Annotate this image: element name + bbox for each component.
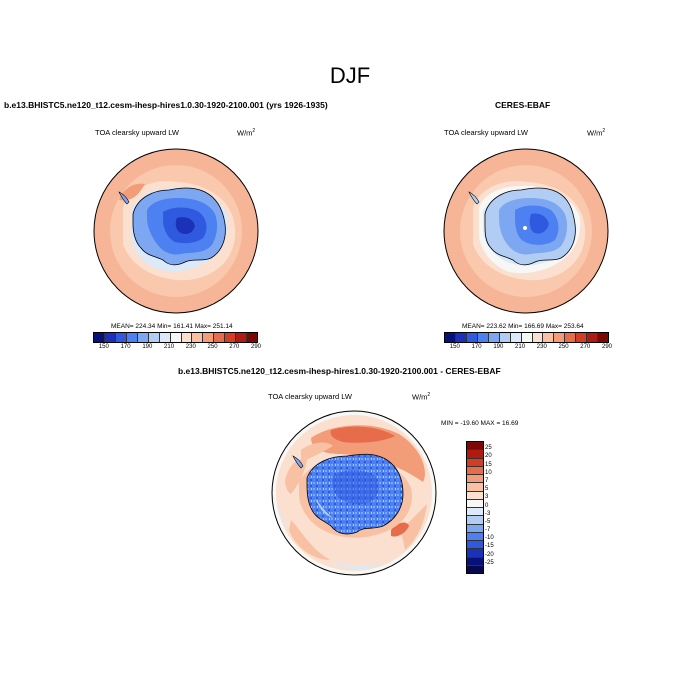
model-colorbar-swatch [235, 333, 247, 342]
model-colorbar-tick-label: 170 [120, 344, 131, 350]
diff-colorbar-tick-label: 7 [485, 477, 489, 484]
model-colorbar-swatch [202, 333, 214, 342]
diff-polar-map [271, 410, 437, 576]
model-panel-title: b.e13.BHISTC5.ne120_t12.cesm-ihesp-hires… [4, 100, 328, 110]
obs-colorbar-tick-label: 210 [515, 344, 526, 350]
diff-colorbar-tick-label: -7 [485, 527, 491, 534]
obs-colorbar-swatch [575, 333, 587, 342]
obs-colorbar-swatch [498, 333, 510, 342]
obs-stats-text: MEAN= 223.62 Min= 166.69 Max= 253.64 [462, 323, 584, 330]
obs-colorbar-swatch [564, 333, 576, 342]
model-colorbar-swatch [136, 333, 148, 342]
model-colorbar-swatch [213, 333, 225, 342]
obs-colorbar-swatch [597, 333, 609, 342]
obs-polar-map [443, 148, 609, 314]
model-colorbar-swatch [191, 333, 203, 342]
obs-colorbar-tick-label: 150 [449, 344, 460, 350]
obs-colorbar-swatch [520, 333, 532, 342]
diff-colorbar-swatch [467, 523, 483, 532]
obs-colorbar-swatch [509, 333, 521, 342]
obs-colorbar-swatch [476, 333, 488, 342]
obs-panel-title: CERES-EBAF [495, 100, 551, 110]
diff-colorbar-tick-label: 15 [485, 461, 492, 468]
diff-colorbar-tick-label: 25 [485, 445, 492, 452]
obs-colorbar-swatch [553, 333, 565, 342]
figure-title: DJF [329, 63, 371, 88]
model-colorbar-swatch [180, 333, 192, 342]
diff-colorbar-swatch [467, 540, 483, 549]
diff-colorbar-swatch [467, 442, 483, 450]
diff-units-label: W/m2 [412, 392, 431, 402]
diff-colorbar-swatch [467, 564, 483, 573]
diff-colorbar-tick-label: 10 [485, 469, 492, 476]
diff-colorbar-tick-label: 5 [485, 486, 489, 493]
diff-colorbar-swatch [467, 515, 483, 524]
model-polar-map [93, 148, 259, 314]
model-colorbar-tick-label: 190 [142, 344, 153, 350]
model-stats-text: MEAN= 224.34 Min= 161.41 Max= 251.14 [111, 323, 233, 330]
obs-colorbar-swatch [454, 333, 466, 342]
diff-colorbar-swatch [467, 531, 483, 540]
diff-colorbar-swatch [467, 498, 483, 507]
obs-colorbar-tick-label: 230 [536, 344, 547, 350]
model-colorbar-tick-label: 150 [98, 344, 109, 350]
diff-colorbar-tick-label: -3 [485, 510, 491, 517]
model-colorbar-swatch [169, 333, 181, 342]
diff-colorbar-tick-label: 3 [485, 494, 489, 501]
obs-colorbar-tick-label: 290 [601, 344, 612, 350]
model-colorbar-swatch [246, 333, 258, 342]
obs-units-label: W/m2 [587, 128, 606, 138]
diff-colorbar-tick-label: 20 [485, 453, 492, 460]
obs-colorbar-swatch [542, 333, 554, 342]
diff-colorbar-swatch [467, 556, 483, 565]
model-colorbar-swatch [114, 333, 126, 342]
diff-colorbar-swatch [467, 490, 483, 499]
diff-colorbar [466, 441, 484, 574]
diff-colorbar-swatch [467, 507, 483, 516]
obs-colorbar-tick-label: 250 [558, 344, 569, 350]
model-units-label: W/m2 [237, 128, 256, 138]
obs-colorbar: 150 170 190 210 230 250 270 290 [444, 332, 612, 353]
diff-colorbar-swatch [467, 482, 483, 491]
model-colorbar-swatch [147, 333, 159, 342]
model-colorbar-tick-label: 290 [250, 344, 261, 350]
obs-colorbar-swatch [445, 333, 455, 342]
diff-variable-label: TOA clearsky upward LW [268, 392, 352, 401]
diff-colorbar-tick-label: -15 [485, 543, 494, 550]
model-colorbar-swatch [103, 333, 115, 342]
diff-colorbar-labels: 25 20 15 10 7 5 3 0 -3 -5 -7 -10 -15 -20 -25 [485, 441, 515, 574]
diff-colorbar-tick-label: -5 [485, 518, 491, 525]
obs-colorbar-swatch [487, 333, 499, 342]
diff-colorbar-swatch [467, 474, 483, 483]
model-colorbar: 150 170 190 210 230 250 270 290 [93, 332, 261, 353]
model-colorbar-tick-label: 230 [185, 344, 196, 350]
model-variable-label: TOA clearsky upward LW [95, 128, 179, 137]
model-colorbar-swatch [125, 333, 137, 342]
obs-colorbar-tick-label: 170 [471, 344, 482, 350]
diff-colorbar-tick-label: -20 [485, 551, 494, 558]
model-colorbar-tick-label: 270 [229, 344, 240, 350]
obs-colorbar-swatch [586, 333, 598, 342]
model-colorbar-swatch [224, 333, 236, 342]
diff-colorbar-tick-label: 0 [485, 502, 489, 509]
obs-colorbar-tick-label: 270 [580, 344, 591, 350]
model-colorbar-tick-label: 210 [164, 344, 175, 350]
model-colorbar-swatch [94, 333, 104, 342]
obs-colorbar-swatch [531, 333, 543, 342]
diff-colorbar-swatch [467, 465, 483, 474]
diff-colorbar-swatch [467, 449, 483, 458]
model-colorbar-swatch [158, 333, 170, 342]
model-colorbar-tick-label: 250 [207, 344, 218, 350]
obs-colorbar-tick-label: 190 [493, 344, 504, 350]
obs-variable-label: TOA clearsky upward LW [444, 128, 528, 137]
diff-panel-title: b.e13.BHISTC5.ne120_t12.cesm-ihesp-hires… [178, 366, 501, 376]
diff-colorbar-swatch [467, 548, 483, 557]
diff-colorbar-swatch [467, 457, 483, 466]
diff-colorbar-tick-label: -25 [485, 559, 494, 566]
diff-stats-text: MIN = -19.60 MAX = 16.69 [441, 420, 519, 427]
diff-colorbar-tick-label: -10 [485, 535, 494, 542]
obs-colorbar-swatch [465, 333, 477, 342]
